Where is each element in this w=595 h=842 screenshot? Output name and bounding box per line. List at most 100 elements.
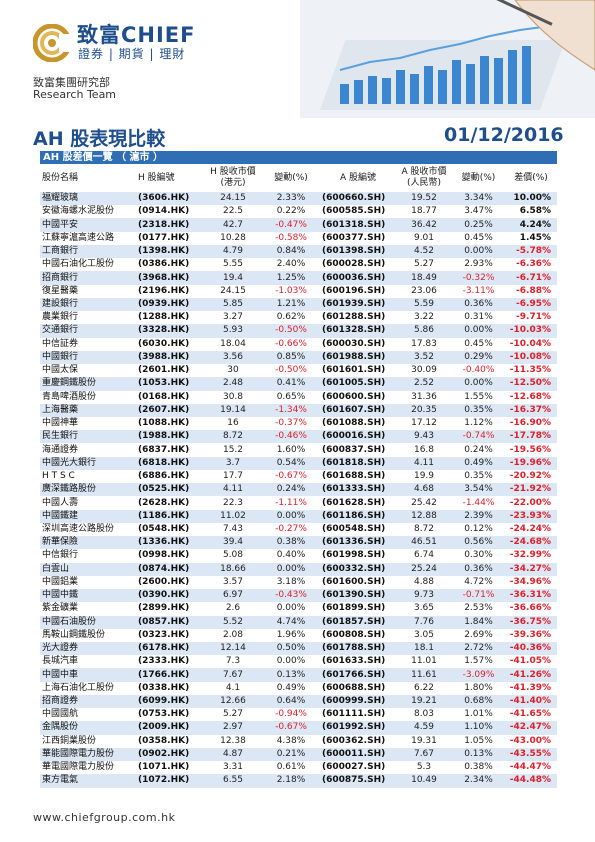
- column-header-name: 股份名稱: [42, 172, 79, 183]
- cell-a-code: (601186.SH): [320, 509, 396, 523]
- cell-name: 中國國航: [40, 708, 136, 722]
- cell-a-change: -1.44%: [452, 496, 505, 510]
- cell-a-change: 0.24%: [452, 443, 505, 457]
- cell-premium: -22.00%: [505, 496, 557, 510]
- cell-h-close: 4.1: [204, 681, 262, 695]
- cell-h-code: (0753.HK): [136, 708, 204, 722]
- cell-h-change: -0.50%: [262, 324, 320, 338]
- cell-a-change: 4.72%: [452, 575, 505, 590]
- cell-a-close: 36.42: [396, 218, 452, 232]
- cell-h-close: 3.27: [204, 311, 262, 325]
- cell-h-close: 5.52: [204, 615, 262, 629]
- cell-h-close: 7.43: [204, 522, 262, 537]
- cell-h-change: 0.13%: [262, 668, 320, 682]
- table-row: 中國人壽 (2628.HK) 22.3 -1.11% (601628.SH) 25.42-…: [40, 496, 557, 510]
- table-row: 復星醫藥 (2196.HK) 24.15 -1.03% (600196.SH) 23.06…: [40, 284, 557, 298]
- cell-h-close: 19.14: [204, 403, 262, 417]
- cell-h-code: (3606.HK): [136, 192, 204, 206]
- cell-h-code: (0548.HK): [136, 522, 204, 537]
- cell-a-close: 4.68: [396, 483, 452, 497]
- footer-website-link[interactable]: www.chiefgroup.com.hk: [33, 811, 176, 824]
- cell-h-change: -0.46%: [262, 430, 320, 444]
- cell-a-code: (600999.SH): [320, 694, 396, 709]
- column-header-h-close: H 股收市價 (港元): [210, 167, 256, 188]
- cell-a-code: (601766.SH): [320, 668, 396, 682]
- cell-name: 馬鞍山鋼鐵股份: [40, 628, 136, 642]
- cell-a-close: 9.01: [396, 231, 452, 245]
- cell-premium: -34.96%: [505, 575, 557, 590]
- cell-h-close: 18.66: [204, 562, 262, 576]
- cell-a-code: (601607.SH): [320, 403, 396, 417]
- cell-h-close: 16: [204, 416, 262, 431]
- cell-h-change: 1.25%: [262, 271, 320, 285]
- cell-h-close: 2.6: [204, 602, 262, 616]
- cell-a-code: (601318.SH): [320, 218, 396, 232]
- cell-h-code: (1988.HK): [136, 430, 204, 444]
- cell-a-close: 25.24: [396, 562, 452, 576]
- table-row: 中國石油化工股份 (0386.HK) 5.55 2.40% (600028.SH) 5.2…: [40, 258, 557, 272]
- cell-a-close: 3.05: [396, 628, 452, 642]
- cell-name: 復星醫藥: [40, 284, 136, 298]
- cell-a-change: 2.39%: [452, 509, 505, 523]
- cell-a-close: 5.86: [396, 324, 452, 338]
- table-row: 中國中鐵 (0390.HK) 6.97 -0.43% (601390.SH) 9.73 -0…: [40, 589, 557, 603]
- cell-h-code: (0857.HK): [136, 615, 204, 629]
- cell-h-code: (0338.HK): [136, 681, 204, 695]
- table-row: 中國神華 (1088.HK) 16 -0.37% (601088.SH) 17.12 1.1…: [40, 416, 557, 431]
- cell-h-change: -1.11%: [262, 496, 320, 510]
- cell-h-close: 3.57: [204, 575, 262, 590]
- cell-h-change: 0.84%: [262, 244, 320, 259]
- cell-a-code: (601390.SH): [320, 589, 396, 603]
- cell-premium: -34.27%: [505, 562, 557, 576]
- cell-name: 紫金礦業: [40, 602, 136, 616]
- cell-a-change: 0.00%: [452, 377, 505, 391]
- cell-h-code: (6030.HK): [136, 337, 204, 351]
- cell-h-close: 24.15: [204, 192, 262, 206]
- cell-h-change: -0.50%: [262, 364, 320, 378]
- table-body: 福耀玻璃 (3606.HK) 24.15 2.33% (600660.SH) 19.52 3…: [40, 192, 557, 788]
- cell-h-code: (0386.HK): [136, 258, 204, 272]
- table-row: 中國銀行 (3988.HK) 3.56 0.85% (601988.SH) 3.52 0.2…: [40, 350, 557, 365]
- cell-premium: -42.47%: [505, 721, 557, 735]
- table-header-row: 股份名稱 H 股編號 H 股收市價 (港元) 變動(%) A 股編號 A 股收市…: [40, 164, 557, 192]
- cell-a-close: 12.88: [396, 509, 452, 523]
- table-row: 江蘇寧滬高速公路 (0177.HK) 10.28 -0.58% (600377.SH) 9…: [40, 231, 557, 245]
- cell-a-close: 10.49: [396, 774, 452, 788]
- cell-h-close: 19.4: [204, 271, 262, 285]
- cell-a-change: -0.71%: [452, 589, 505, 603]
- table-row: 工商銀行 (1398.HK) 4.79 0.84% (601398.SH) 4.52 0.0…: [40, 244, 557, 259]
- cell-a-change: 1.05%: [452, 734, 505, 748]
- cell-premium: -9.71%: [505, 311, 557, 325]
- cell-a-code: (601788.SH): [320, 641, 396, 656]
- cell-h-code: (1053.HK): [136, 377, 204, 391]
- cell-a-code: (601998.SH): [320, 549, 396, 563]
- cell-a-close: 3.52: [396, 350, 452, 365]
- cell-name: 中國中車: [40, 668, 136, 682]
- cell-a-close: 20.35: [396, 403, 452, 417]
- cell-h-code: (6837.HK): [136, 443, 204, 457]
- cell-h-code: (1186.HK): [136, 509, 204, 523]
- cell-a-change: 1.84%: [452, 615, 505, 629]
- cell-a-code: (600808.SH): [320, 628, 396, 642]
- table-row: 重慶鋼鐵股份 (1053.HK) 2.48 0.41% (601005.SH) 2.52 0…: [40, 377, 557, 391]
- cell-a-change: -0.74%: [452, 430, 505, 444]
- cell-h-change: -1.03%: [262, 284, 320, 298]
- cell-premium: -36.31%: [505, 589, 557, 603]
- cell-premium: -44.48%: [505, 774, 557, 788]
- cell-h-close: 2.97: [204, 721, 262, 735]
- table-row: 新華保險 (1336.HK) 39.4 0.38% (601336.SH) 46.51 0.…: [40, 536, 557, 550]
- cell-a-change: 0.36%: [452, 562, 505, 576]
- cell-a-code: (601899.SH): [320, 602, 396, 616]
- table-row: 中國國航 (0753.HK) 5.27 -0.94% (601111.SH) 8.03 1.…: [40, 708, 557, 722]
- cell-a-close: 3.65: [396, 602, 452, 616]
- cell-a-change: 1.55%: [452, 390, 505, 404]
- column-header-a-close: A 股收市價 (人民幣): [401, 167, 447, 188]
- cell-premium: -32.99%: [505, 549, 557, 563]
- cell-h-change: -0.47%: [262, 218, 320, 232]
- cell-h-change: 2.18%: [262, 774, 320, 788]
- table-row: 青島啤酒股份 (0168.HK) 30.8 0.65% (600600.SH) 31.36…: [40, 390, 557, 404]
- cell-a-code: (600548.SH): [320, 522, 396, 537]
- cell-a-close: 5.27: [396, 258, 452, 272]
- cell-premium: -20.92%: [505, 469, 557, 484]
- cell-a-close: 8.03: [396, 708, 452, 722]
